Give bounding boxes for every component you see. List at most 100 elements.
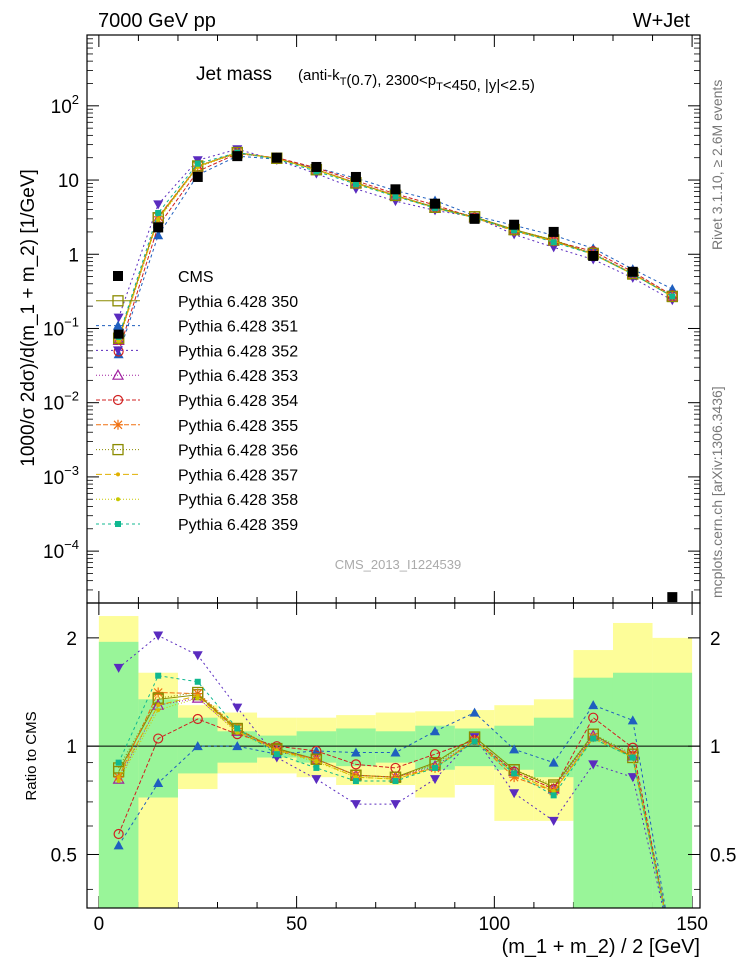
main-series-point: [153, 230, 164, 240]
ratio-series-point: [350, 759, 362, 770]
legend-label: Pythia 6.428 353: [178, 368, 298, 385]
ratio-series-point: [194, 678, 201, 685]
legend-label: Pythia 6.428 357: [178, 467, 298, 484]
cms-data-point: [390, 184, 401, 195]
ratio-series-point: [115, 759, 122, 766]
legend-label-cms: CMS: [178, 269, 214, 286]
legend-marker: [115, 521, 121, 527]
plot-title: Jet mass: [196, 64, 272, 85]
legend-marker: [113, 346, 123, 356]
legend-label: Pythia 6.428 355: [178, 418, 298, 435]
ratio-series-point: [548, 757, 559, 767]
ratio-series-point: [430, 726, 441, 736]
ratio-ytick-label-right: 0.5: [710, 845, 736, 866]
ratio-band-green: [336, 728, 376, 767]
legend-label: Pythia 6.428 351: [178, 319, 298, 336]
ratio-series-point: [192, 713, 203, 725]
ratio-series-point: [192, 688, 203, 699]
ratio-series-point: [627, 715, 638, 725]
ratio-series-point: [588, 760, 599, 770]
main-ytick-label: 10−4: [43, 537, 79, 563]
main-ytick-label: 10−3: [43, 463, 79, 489]
cms-data-point: [509, 219, 520, 230]
legend-label: Pythia 6.428 359: [178, 517, 298, 534]
cms-data-point: [153, 222, 164, 233]
legend-marker: [112, 394, 124, 406]
mcplots-label: mcplots.cern.ch [arXiv:1306.3436]: [709, 386, 725, 598]
ratio-series-point: [469, 707, 480, 717]
ratio-series-line: [118, 716, 665, 908]
ratio-series-point: [156, 703, 161, 708]
ratio-series-point: [156, 708, 161, 713]
ratio-ytick-label: 2: [66, 629, 77, 650]
xtick-label: 150: [676, 914, 708, 935]
ratio-band-green: [652, 672, 693, 908]
legend-label: Pythia 6.428 358: [178, 492, 298, 509]
main-series-point: [113, 313, 124, 323]
ratio-series-point: [588, 712, 599, 723]
main-series-point: [511, 227, 518, 234]
main-series-point: [666, 290, 678, 303]
ratio-series-point: [550, 792, 557, 799]
ratio-series-point: [590, 735, 597, 742]
ratio-series-point: [350, 747, 361, 757]
main-ytick-label: 10: [58, 171, 79, 192]
legend-label: Pythia 6.428 350: [178, 294, 298, 311]
cms-data-point: [350, 171, 361, 182]
ratio-series-point: [195, 696, 200, 701]
ratio-series-point: [112, 772, 125, 784]
legend-marker: [116, 472, 120, 477]
ratio-series-point: [153, 733, 164, 744]
main-series-point: [669, 293, 676, 300]
legend-marker: [111, 368, 125, 380]
ratio-series-point: [588, 700, 599, 710]
cms-data-point: [548, 226, 559, 237]
legend: CMS Pythia 6.428 350 Pythia 6.428 351 Pythi…: [96, 269, 298, 534]
main-ytick-label: 10−1: [43, 314, 79, 340]
main-series-point: [352, 181, 359, 188]
ratio-series-point: [314, 759, 319, 764]
legend-label: Pythia 6.428 354: [178, 393, 298, 410]
main-panel: 10−4 10−3 10−2 10−1 1 10 102: [43, 35, 700, 908]
ratio-band-green: [375, 731, 416, 763]
x-axis-label: (m_1 + m_2) / 2 [GeV]: [502, 936, 700, 958]
ratio-series-point: [113, 663, 124, 673]
plot-title-detail: (anti-kT(0.7), 2300<pT<450, |y|<2.5): [298, 67, 535, 94]
ratio-series-point: [627, 773, 638, 783]
main-series-point: [156, 217, 161, 222]
ratio-series-point: [232, 703, 243, 713]
header-process: W+Jet: [633, 10, 691, 32]
main-ytick-label: 1: [68, 245, 79, 266]
ratio-panel: 0.5 0.5 1 1 2 2 0 50 100 150: [51, 616, 736, 935]
ratio-series-point: [548, 816, 559, 826]
cms-data-point: [627, 266, 638, 277]
cms-data-point: [192, 171, 203, 182]
ratio-series-point: [311, 775, 322, 785]
ratio-series-point: [234, 725, 241, 732]
main-ytick-label: 10−2: [43, 389, 79, 415]
ratio-series-point: [313, 764, 320, 771]
ratio-series-point: [113, 828, 124, 840]
ratio-series-point: [429, 749, 441, 760]
ratio-series-point: [509, 744, 520, 754]
cms-data-point: [430, 198, 441, 209]
ratio-series-point: [390, 800, 401, 810]
ratio-series-point: [471, 738, 478, 745]
ratio-band-green: [612, 672, 653, 908]
cms-data-point: [113, 328, 124, 339]
cms-data-point: [667, 592, 678, 603]
ratio-series-point: [152, 692, 164, 704]
ratio-series-point: [273, 751, 280, 758]
xtick-label: 100: [478, 914, 510, 935]
ratio-series-point: [432, 764, 439, 771]
main-series-point: [392, 193, 399, 200]
ratio-series-point: [232, 741, 243, 751]
legend-label: Pythia 6.428 352: [178, 343, 298, 360]
ratio-band-green: [573, 677, 613, 908]
main-series-line: [118, 153, 673, 352]
main-series-point: [153, 200, 164, 210]
ratio-series-point: [352, 778, 359, 785]
ratio-series-point: [153, 778, 164, 788]
xtick-label: 0: [94, 914, 105, 935]
